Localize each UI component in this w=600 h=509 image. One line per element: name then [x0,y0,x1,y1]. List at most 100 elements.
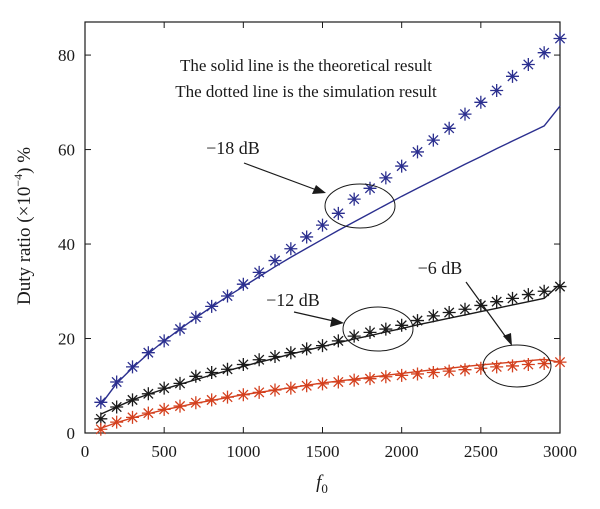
simulation-point-12db [553,280,567,294]
y-axis-title-pre: Duty ratio (×10 [14,187,35,305]
x-axis-ticks: 0 500 1000 1500 2000 2500 3000 [81,22,577,461]
simulation-point-18db [347,192,361,206]
simulation-point-12db [110,400,124,414]
series-18db [94,32,567,409]
theoretical-line-12db [100,283,561,415]
annotation-arrow-6db [465,281,509,341]
simulation-point-12db [411,314,424,328]
note-theoretical: The solid line is the theoretical result [180,56,432,75]
annotation-arrow-12db [293,311,339,323]
simulation-point-18db [316,218,329,232]
annotation-arrowhead-18db [312,185,326,194]
simulation-point-6db [347,373,361,387]
y-axis-ticks: 0 20 40 60 80 [58,46,560,443]
series-layer [94,32,567,436]
y-axis-title-sup: −4 [11,174,25,187]
simulation-point-18db [553,32,567,46]
annotations: −18 dB −12 dB −6 dB [206,138,552,388]
simulation-point-6db [316,377,329,391]
simulation-point-6db [126,410,139,424]
simulation-point-18db [426,133,440,147]
simulation-point-6db [189,396,203,410]
simulation-point-12db [379,322,393,336]
simulation-point-6db [442,364,456,378]
annotation-ellipse-12db [342,306,414,352]
simulation-point-6db [490,360,504,374]
simulation-point-12db [426,309,440,323]
simulation-point-18db [94,395,108,409]
theoretical-line-6db [100,358,561,429]
simulation-point-18db [474,95,488,109]
simulation-point-18db [189,310,203,324]
simulation-point-18db [252,265,266,279]
simulation-point-6db [426,366,440,380]
simulation-point-12db [490,295,504,309]
x-tick-label: 1000 [226,442,260,461]
simulation-point-12db [126,393,139,407]
simulation-point-12db [252,353,266,367]
simulation-point-12db [331,334,345,348]
simulation-point-12db [442,306,456,320]
simulation-point-18db [442,121,456,135]
simulation-point-12db [458,302,472,316]
simulation-point-18db [173,322,187,336]
y-axis-title: Duty ratio (×10−4) % [11,147,35,305]
x-tick-label: 1500 [306,442,340,461]
theoretical-line-18db [100,105,561,406]
annotation-arrowhead-12db [330,317,344,327]
simulation-point-18db [363,181,377,195]
simulation-point-12db [395,318,409,332]
simulation-point-12db [537,284,551,298]
simulation-point-6db [411,367,424,381]
simulation-point-6db [141,406,155,420]
simulation-point-18db [331,206,345,220]
simulation-point-6db [205,393,219,407]
simulation-point-12db [236,358,250,371]
simulation-point-18db [395,159,409,173]
annotation-label-18db: −18 dB [206,138,260,158]
simulation-point-12db [268,349,282,363]
simulation-point-12db [284,346,298,360]
simulation-point-12db [205,366,219,380]
simulation-point-12db [316,339,329,353]
simulation-point-6db [173,399,187,413]
y-tick-label: 60 [58,141,75,160]
simulation-point-18db [521,58,535,72]
simulation-point-18db [300,230,314,244]
simulation-point-6db [506,359,519,373]
simulation-point-6db [395,368,409,382]
simulation-point-18db [490,84,504,97]
simulation-point-18db [268,254,282,268]
simulation-point-18db [126,360,139,374]
simulation-point-12db [157,381,171,395]
y-tick-label: 20 [58,330,75,349]
simulation-point-18db [141,346,155,360]
x-axis-title-sub: 0 [321,481,328,496]
series-6db [94,355,567,436]
simulation-point-18db [537,46,551,60]
annotation-ellipse-6db [482,344,552,388]
x-tick-label: 2000 [385,442,419,461]
simulation-point-18db [506,69,519,83]
simulation-point-6db [458,363,472,377]
annotation-arrow-18db [243,162,323,193]
simulation-point-12db [173,376,187,390]
annotation-label-6db: −6 dB [418,258,463,278]
simulation-point-12db [506,291,519,305]
y-tick-label: 0 [67,424,76,443]
simulation-point-18db [458,107,472,121]
y-tick-label: 40 [58,235,75,254]
x-tick-label: 500 [151,442,177,461]
y-tick-label: 80 [58,46,75,65]
simulation-point-18db [205,299,219,313]
x-tick-label: 0 [81,442,90,461]
simulation-point-12db [347,329,361,343]
simulation-point-18db [379,171,393,185]
simulation-point-6db [284,381,298,395]
x-axis-title: f0 [316,472,328,496]
simulation-point-12db [141,387,155,401]
simulation-point-6db [379,370,393,384]
simulation-point-6db [300,379,314,393]
simulation-point-6db [157,402,171,416]
